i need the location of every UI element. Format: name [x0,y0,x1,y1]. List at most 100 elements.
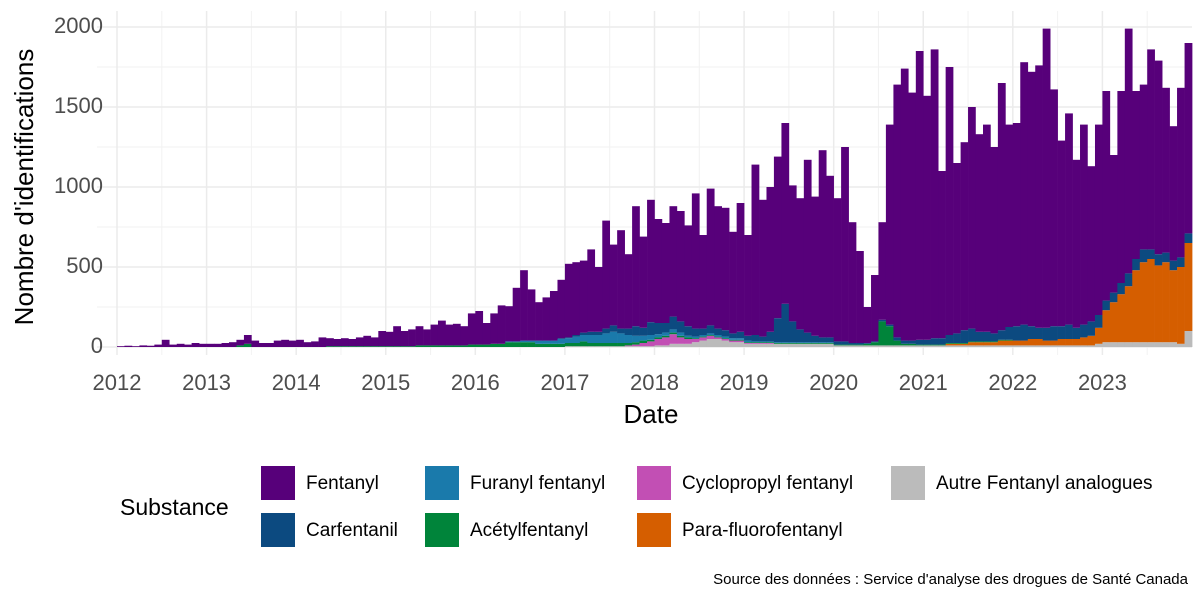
bar-segment [923,344,931,346]
bar-segment [803,343,812,344]
bar-segment [639,343,648,347]
bar-segment [975,134,984,332]
bar-segment [781,343,790,347]
bar-segment [1117,342,1126,347]
y-tick-label: 1000 [54,173,103,198]
bar-segment [497,343,506,347]
bar-segment [408,329,416,347]
legend-swatch [637,466,671,500]
bar-segment [1042,345,1051,347]
bar-segment [900,343,909,346]
bar-segment [370,346,379,347]
bar-segment [564,343,573,347]
bar-segment [1154,254,1163,266]
bar-segment [826,337,834,343]
bar-segment [968,107,976,329]
bar-segment [714,337,722,339]
bar-segment [983,341,991,343]
bar-segment [744,343,752,347]
x-tick-label: 2023 [1078,370,1127,395]
bar-segment [803,332,812,343]
bar-segment [848,344,857,346]
bar-segment [759,343,767,344]
bar-segment [975,345,984,347]
bar-segment [490,343,499,347]
bar-segment [863,345,872,347]
bar-segment [833,344,842,346]
bar-segment [243,343,252,347]
bar-segment [370,337,379,347]
source-note: Source des données : Service d'analyse d… [713,571,1189,588]
bar-segment [624,343,633,346]
bar-segment [1094,343,1103,347]
bar-segment [856,344,864,346]
bar-segment [781,343,790,344]
bar-segment [1035,345,1043,347]
bar-segment [1124,286,1133,343]
bar-segment [452,345,461,347]
bar-segment [594,335,603,343]
bar-segment [609,325,618,332]
bar-segment [609,331,618,343]
bar-segment [251,340,260,347]
bar-segment [505,341,513,343]
bar-segment [1184,331,1193,347]
bar-segment [1005,124,1014,327]
bar-segment [714,339,722,347]
bar-segment [729,338,737,340]
bar-segment [997,345,1006,347]
bar-segment [684,335,693,338]
x-tick-label: 2020 [809,370,858,395]
bar-segment [520,270,528,341]
bar-segment [729,340,737,343]
bar-segment [460,345,469,347]
bar-segment [609,244,618,326]
bar-segment [624,346,633,347]
bar-segment [1020,324,1029,341]
bar-segment [236,339,245,346]
bar-segment [617,343,625,347]
bar-segment [871,275,879,342]
bar-segment [1117,294,1126,343]
bar-segment [721,330,730,337]
bar-segment [983,331,991,342]
bar-segment [833,341,842,345]
bar-segment [796,329,805,343]
bar-segment [1065,339,1073,346]
bar-segment [863,343,872,344]
bar-segment [281,339,290,347]
bar-segment [296,339,304,347]
bar-segment [258,343,267,347]
bar-segment [923,339,931,345]
bar-segment [176,343,185,347]
bar-segment [736,339,745,341]
bar-segment [661,345,670,347]
bar-segment [736,338,745,340]
bar-segment [1109,342,1118,347]
bar-segment [475,311,484,345]
bar-segment [579,335,588,342]
bar-segment [632,206,640,327]
bar-segment [1109,292,1118,303]
bar-segment [378,331,387,347]
bar-segment [1057,326,1066,339]
bar-segment [363,335,372,347]
bar-segment [759,199,767,337]
bar-segment [154,344,163,347]
bar-segment [1162,262,1170,343]
bar-segment [490,313,499,344]
bar-segment [572,343,581,347]
bar-segment [1109,155,1118,293]
legend-label: Fentanyl [306,473,379,494]
bar-segment [632,346,640,347]
bar-segment [781,342,790,343]
x-axis-label: Date [624,399,679,429]
bar-segment [505,306,513,342]
bar-segment [744,235,752,336]
bar-segment [908,343,917,346]
bar-segment [818,150,827,338]
bar-segment [647,335,655,340]
bar-segment [221,343,230,347]
bar-segment [467,344,476,347]
bar-segment [579,260,588,333]
